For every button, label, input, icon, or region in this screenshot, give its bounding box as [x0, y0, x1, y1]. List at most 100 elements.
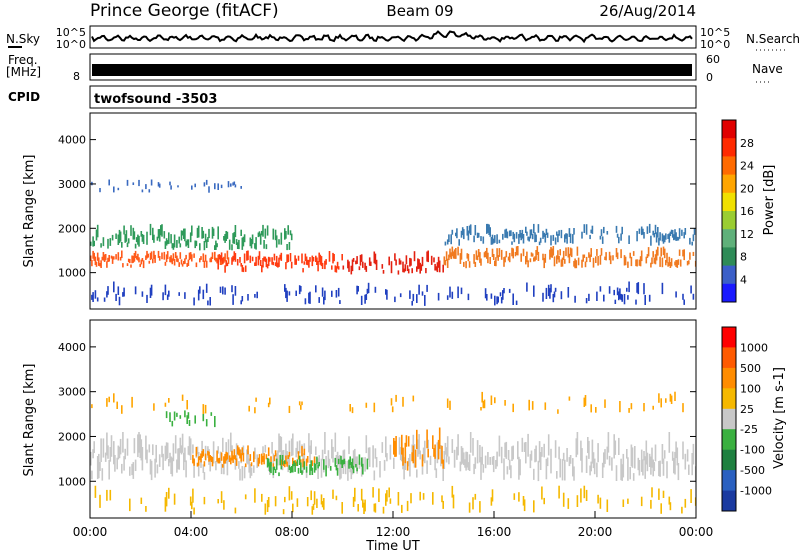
scatter-mark — [193, 507, 195, 515]
scatter-mark — [543, 232, 545, 238]
scatter-mark — [94, 256, 97, 265]
scatter-mark — [662, 246, 665, 256]
scatter-mark — [279, 254, 281, 260]
scatter-mark — [162, 453, 164, 471]
scatter-mark — [668, 496, 671, 505]
scatter-mark — [241, 296, 244, 302]
scatter-mark — [520, 233, 522, 241]
scatter-mark — [533, 500, 535, 513]
scatter-mark — [313, 463, 316, 473]
scatter-mark — [285, 231, 287, 239]
scatter-mark — [669, 231, 672, 236]
scatter-mark — [445, 447, 448, 463]
power-colorbar-label: Power [dB] — [762, 165, 777, 236]
scatter-mark — [549, 249, 551, 260]
scatter-mark — [251, 256, 254, 262]
scatter-mark — [480, 457, 482, 480]
scatter-mark — [442, 264, 444, 273]
scatter-mark — [418, 284, 420, 295]
scatter-mark — [397, 270, 400, 275]
scatter-mark — [215, 240, 217, 250]
scatter-mark — [99, 263, 101, 267]
scatter-mark — [208, 228, 210, 239]
scatter-mark — [130, 225, 132, 236]
scatter-mark — [467, 293, 470, 301]
scatter-mark — [515, 232, 518, 239]
scatter-mark — [282, 509, 285, 515]
scatter-mark — [360, 254, 363, 262]
scatter-mark — [539, 452, 542, 470]
scatter-mark — [601, 236, 604, 244]
scatter-mark — [204, 404, 207, 414]
scatter-mark — [374, 253, 377, 265]
scatter-mark — [690, 489, 692, 503]
scatter-mark — [490, 395, 493, 405]
scatter-mark — [401, 434, 403, 455]
scatter-mark — [292, 464, 294, 473]
scatter-mark — [108, 396, 110, 403]
scatter-mark — [134, 243, 137, 249]
scatter-mark — [675, 441, 677, 459]
scatter-mark — [119, 438, 122, 455]
scatter-mark — [517, 246, 519, 256]
scatter-mark — [247, 445, 249, 455]
scatter-mark — [677, 259, 680, 265]
scatter-mark — [288, 405, 291, 413]
scatter-mark — [597, 443, 599, 463]
scatter-mark — [678, 228, 681, 239]
scatter-mark — [146, 231, 148, 245]
scatter-mark — [546, 457, 549, 467]
scatter-mark — [615, 225, 618, 233]
scatter-mark — [507, 450, 510, 461]
scatter-mark — [331, 439, 333, 459]
scatter-mark — [240, 453, 242, 462]
scatter-mark — [601, 462, 604, 478]
scatter-mark — [146, 250, 148, 259]
scatter-mark — [426, 251, 428, 262]
scatter-mark — [335, 290, 338, 298]
scatter-mark — [132, 255, 135, 263]
scatter-mark — [539, 237, 542, 243]
scatter-mark — [474, 457, 477, 469]
scatter-mark — [460, 248, 463, 260]
scatter-mark — [569, 247, 572, 256]
scatter-mark — [393, 457, 395, 469]
scatter-mark — [364, 499, 366, 512]
scatter-mark — [573, 466, 575, 481]
scatter-mark — [498, 248, 501, 257]
scatter-mark — [537, 224, 540, 233]
scatter-mark — [317, 458, 319, 479]
scatter-mark — [323, 296, 325, 305]
scatter-mark — [394, 440, 396, 457]
scatter-mark — [165, 238, 168, 246]
scatter-mark — [688, 260, 690, 265]
scatter-mark — [171, 243, 174, 249]
scatter-mark — [288, 451, 291, 457]
scatter-mark — [434, 444, 436, 459]
scatter-mark — [217, 446, 219, 454]
scatter-mark — [150, 251, 153, 260]
scatter-mark — [631, 447, 634, 468]
scatter-mark — [487, 252, 489, 264]
colorbar-tick-label: 25 — [740, 403, 754, 416]
scatter-mark — [224, 265, 226, 273]
colorbar-tick-label: 4 — [740, 273, 747, 286]
scatter-mark — [181, 230, 184, 236]
scatter-mark — [666, 461, 668, 479]
scatter-mark — [443, 451, 446, 469]
scatter-mark — [416, 469, 418, 478]
scatter-mark — [109, 447, 112, 462]
scatter-mark — [152, 227, 154, 241]
scatter-mark — [288, 465, 291, 470]
scatter-mark — [163, 251, 166, 260]
scatter-mark — [668, 233, 671, 243]
scatter-mark — [597, 256, 599, 266]
scatter-mark — [185, 254, 187, 260]
scatter-mark — [347, 259, 349, 269]
scatter-mark — [620, 293, 622, 301]
scatter-mark — [665, 259, 667, 266]
scatter-mark — [457, 434, 459, 456]
scatter-mark — [286, 290, 288, 302]
scatter-mark — [107, 445, 109, 459]
scatter-mark — [140, 497, 143, 504]
